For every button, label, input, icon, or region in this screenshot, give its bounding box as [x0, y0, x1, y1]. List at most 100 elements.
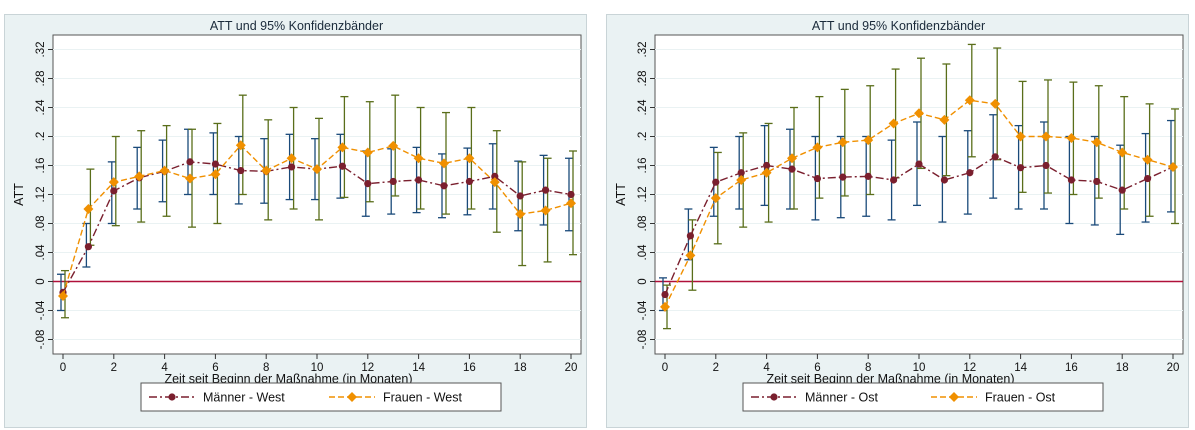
y-tick-label: 0	[35, 278, 47, 284]
data-point	[542, 186, 550, 194]
y-tick-label: .12	[637, 187, 649, 203]
x-tick-label: 4	[161, 362, 168, 374]
y-tick-label: .2	[35, 132, 47, 142]
data-point	[415, 176, 423, 184]
data-point	[413, 153, 424, 164]
x-tick-label: 4	[763, 362, 770, 374]
data-point	[540, 205, 551, 216]
data-point	[1067, 176, 1075, 184]
data-point	[312, 164, 322, 175]
data-point	[516, 192, 524, 200]
chart-panel-ost: ATT und 95% Konfidenzbänder -.08 -.04 0 .04.…	[606, 14, 1189, 428]
data-point	[186, 158, 194, 166]
y-tick-label: .28	[35, 71, 47, 87]
x-tick-label: 0	[60, 362, 66, 374]
data-point	[864, 172, 872, 180]
chart-west-svg: ATT und 95% Konfidenzbänder -.08 -.04 0 .04.…	[12, 19, 582, 412]
y-tick-label: -.08	[637, 330, 649, 350]
y-tick-label: .08	[637, 216, 649, 232]
data-point	[1117, 147, 1128, 158]
legend-label: Frauen - Ost	[985, 391, 1056, 405]
chart-ost-svg: ATT und 95% Konfidenzbänder -.08 -.04 0 .04.…	[614, 19, 1184, 412]
data-point	[939, 114, 950, 125]
data-point	[261, 165, 272, 176]
x-tick-label: 6	[212, 362, 218, 374]
data-point	[990, 98, 1001, 109]
data-point	[914, 108, 924, 119]
data-point	[991, 153, 999, 161]
y-axis-label: ATT	[614, 183, 628, 206]
y-tick-label: .04	[35, 244, 47, 261]
data-point	[787, 153, 797, 164]
data-point	[84, 243, 92, 251]
x-tick-label: 16	[463, 362, 476, 374]
data-point	[761, 167, 772, 178]
data-point	[210, 169, 221, 180]
data-point	[964, 95, 975, 106]
data-point	[364, 180, 372, 188]
x-tick-label: 12	[361, 362, 374, 374]
x-tick-label: 18	[514, 362, 527, 374]
chart-panel-west: ATT und 95% Konfidenzbänder -.08 -.04 0 .04.…	[4, 14, 587, 428]
data-point	[915, 160, 923, 168]
y-tick-label: .16	[637, 158, 649, 174]
legend-label: Männer - West	[203, 391, 285, 405]
data-point	[235, 140, 246, 151]
data-point	[185, 173, 195, 184]
x-tick-label: 14	[1014, 362, 1027, 374]
y-tick-label: .28	[637, 71, 649, 87]
y-tick-label: .04	[637, 244, 649, 261]
y-tick-label: .32	[637, 42, 649, 58]
data-point	[966, 169, 974, 177]
x-tick-label: 6	[814, 362, 820, 374]
legend: Männer - West Frauen - West	[140, 382, 502, 412]
legend-box	[140, 382, 502, 412]
data-point	[567, 190, 575, 199]
x-tick-label: 18	[1116, 362, 1129, 374]
data-point	[566, 198, 576, 209]
x-tick-label: 8	[865, 362, 871, 374]
data-point	[710, 193, 721, 204]
data-point	[863, 135, 874, 146]
data-point	[737, 169, 745, 177]
y-tick-label: 0	[637, 278, 649, 284]
data-point	[58, 291, 68, 301]
x-tick-label: 10	[311, 362, 324, 374]
x-tick-label: 8	[263, 362, 269, 374]
data-point	[1142, 154, 1153, 165]
data-point	[388, 140, 399, 151]
y-axis-label: ATT	[12, 183, 26, 206]
data-point	[440, 182, 448, 190]
y-tick-label: .32	[35, 42, 47, 58]
chart-title: ATT und 95% Konfidenzbänder	[210, 19, 383, 33]
data-point	[108, 177, 119, 188]
x-tick-label: 0	[662, 362, 668, 374]
data-point	[159, 165, 170, 176]
data-point	[1168, 161, 1178, 172]
data-point	[788, 165, 796, 173]
data-point	[1017, 164, 1025, 172]
y-tick-label: -.04	[35, 300, 47, 320]
data-point	[890, 176, 898, 184]
data-point	[839, 173, 847, 181]
data-point	[362, 147, 373, 158]
legend-label: Männer - Ost	[805, 391, 878, 405]
x-tick-label: 10	[913, 362, 926, 374]
data-point	[288, 163, 296, 171]
x-tick-label: 16	[1065, 362, 1078, 374]
data-point	[110, 187, 118, 195]
legend-label: Frauen - West	[383, 391, 462, 405]
legend-marker	[168, 393, 176, 401]
x-tick-label: 2	[111, 362, 117, 374]
y-tick-label: .2	[637, 132, 649, 142]
data-point	[813, 174, 821, 183]
x-tick-label: 20	[1167, 362, 1180, 374]
data-point	[1118, 186, 1126, 194]
data-point	[1093, 177, 1101, 186]
data-point	[940, 176, 948, 184]
data-point	[237, 166, 245, 175]
data-point	[812, 142, 823, 153]
y-tick-label: .24	[637, 99, 649, 116]
data-point	[660, 301, 670, 312]
data-point	[837, 137, 848, 148]
